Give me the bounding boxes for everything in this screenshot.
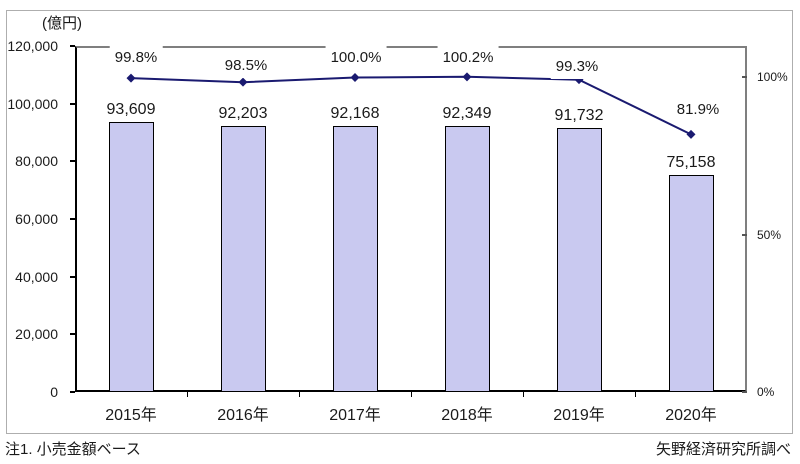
x-axis-tick [411, 392, 412, 397]
x-axis-tick [635, 392, 636, 397]
diamond-marker [350, 72, 360, 82]
y-axis-tick [70, 160, 75, 163]
trend-line [130, 75, 692, 136]
y-axis-tick [70, 45, 75, 47]
line-point-label: 100.0% [325, 45, 387, 71]
x-axis-label: 2015年 [105, 407, 157, 424]
right-axis-tick-label: 50% [757, 227, 782, 242]
bar [332, 126, 378, 392]
bar [556, 127, 602, 392]
y-axis-tick-label: 100,000 [7, 95, 58, 112]
y-axis-tick [70, 275, 75, 278]
bar [668, 175, 714, 392]
diamond-marker [462, 72, 472, 82]
right-axis-tick [742, 76, 747, 79]
y-axis-tick [70, 391, 75, 393]
x-axis-tick [299, 392, 300, 397]
bar-value-label: 93,609 [106, 101, 156, 119]
line-point-label: 99.3% [550, 53, 604, 79]
bar-value-label: 91,732 [554, 106, 604, 124]
y-axis-tick [70, 218, 75, 220]
diamond-marker [686, 129, 696, 139]
y-axis-tick-label: 60,000 [15, 211, 58, 227]
diamond-marker [126, 73, 136, 83]
line-point-label: 100.2% [437, 44, 499, 70]
x-axis-tick [523, 392, 524, 397]
line-point-label: 99.8% [109, 45, 163, 71]
bar [444, 125, 490, 392]
bar-value-label: 92,349 [442, 104, 492, 122]
bar-value-label: 75,158 [666, 154, 716, 172]
footnote-basis: 注1. 小売金額ベース [5, 441, 141, 458]
right-axis-tick-label: 0% [757, 385, 775, 399]
y-axis-tick-label: 80,000 [15, 153, 58, 170]
bar-value-label: 92,168 [330, 105, 380, 123]
diamond-marker [238, 77, 248, 87]
line-point-label: 98.5% [219, 53, 273, 79]
left-axis-unit-label: (億円) [42, 15, 82, 32]
y-axis-tick-label: 0 [50, 384, 58, 400]
plot-area: 93,609 92,203 92,168 92,349 91,732 75,158 99.8… [75, 44, 747, 392]
x-axis-label: 2019年 [553, 407, 605, 424]
plot-area-frame [75, 46, 747, 392]
y-axis-tick [70, 333, 75, 336]
x-axis-label: 2016年 [217, 407, 269, 424]
right-axis-tick [742, 391, 747, 393]
y-axis-tick-label: 40,000 [15, 268, 58, 285]
x-axis-tick [187, 392, 188, 397]
x-axis-label: 2018年 [441, 407, 493, 424]
trend-line-chart [126, 72, 696, 139]
x-axis-label: 2020年 [665, 407, 717, 424]
footnote-source: 矢野経済研究所調べ [655, 441, 791, 458]
y-axis-tick-label: 120,000 [7, 38, 58, 54]
y-axis-tick-label: 20,000 [15, 326, 58, 343]
line-point-label: 81.9% [671, 97, 725, 123]
right-axis-tick-label: 100% [757, 70, 788, 85]
x-axis-label: 2017年 [329, 407, 381, 424]
right-axis-tick [742, 233, 747, 236]
bar [108, 122, 154, 392]
y-axis-tick [70, 102, 75, 105]
bar-value-label: 92,203 [218, 105, 268, 123]
bar [220, 126, 266, 392]
